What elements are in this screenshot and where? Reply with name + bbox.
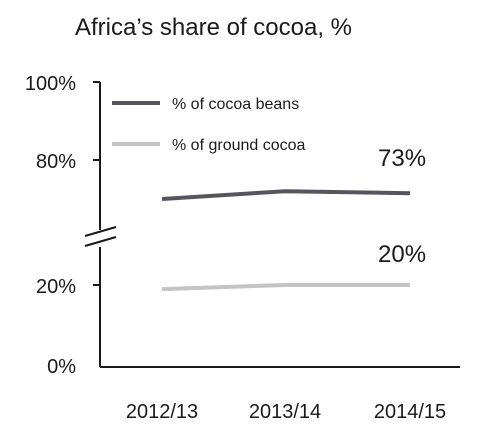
axis-break-mark [84,236,117,247]
x-tick-label: 2012/13 [126,401,198,423]
end-label-cocoa-beans: 73% [378,145,426,172]
end-label-ground-cocoa: 20% [378,241,426,268]
chart-title: Africa’s share of cocoa, % [75,14,352,41]
x-tick-label: 2013/14 [249,401,321,423]
y-tick-label: 80% [36,151,76,173]
series-line-ground-cocoa [161,283,410,292]
y-tick-label: 20% [36,276,76,298]
axis-break-mark [84,226,117,237]
y-tick-label: 0% [47,356,76,378]
legend-label-cocoa-beans: % of cocoa beans [172,96,299,113]
x-tick-label: 2014/15 [374,401,446,423]
y-tick-label: 100% [25,73,76,95]
legend-label-ground-cocoa: % of ground cocoa [172,137,306,154]
series-line-cocoa-beans [161,189,411,201]
